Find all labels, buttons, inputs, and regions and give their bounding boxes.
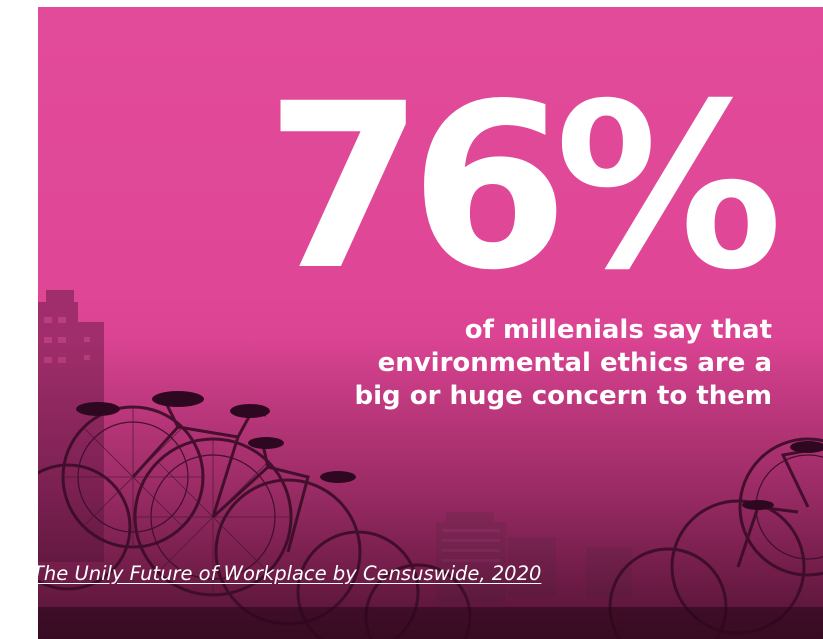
wheel-spokes-left — [63, 407, 291, 595]
bicycles-background-photo — [38, 290, 823, 639]
infographic-card: 76% of millenials say that environmental… — [38, 7, 823, 639]
bicycle-seats-left — [76, 391, 356, 483]
statistic-value: 76% — [265, 54, 783, 320]
bicycle-seats-right — [742, 441, 823, 510]
statistic-caption: of millenials say that environmental eth… — [354, 315, 772, 411]
source-link[interactable]: The Unily Future of Workplace by Censusw… — [38, 562, 542, 585]
